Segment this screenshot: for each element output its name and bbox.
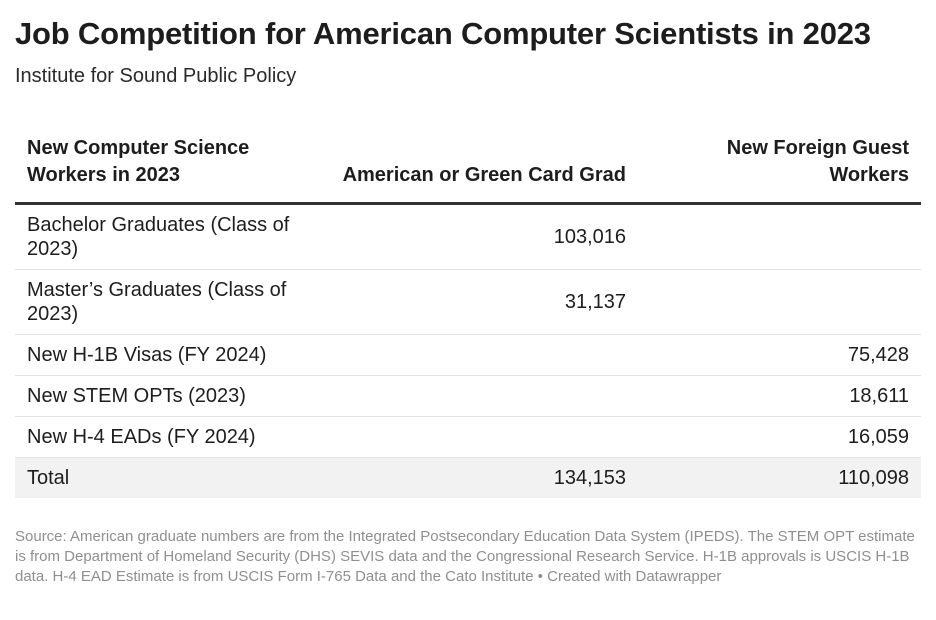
table-row: New H-4 EADs (FY 2024) 16,059 [15, 416, 921, 458]
column-header-american[interactable]: American or Green Card Grad [315, 135, 638, 205]
table-row: New H-1B Visas (FY 2024) 75,428 [15, 334, 921, 376]
foreign-value: 18,611 [638, 375, 921, 417]
row-label: Total [15, 457, 315, 498]
row-label: New STEM OPTs (2023) [15, 375, 315, 417]
row-label: Bachelor Graduates (Class of 2023) [15, 203, 315, 270]
foreign-value [638, 203, 921, 270]
american-value: 31,137 [315, 269, 638, 335]
foreign-value [638, 269, 921, 335]
chart-title: Job Competition for American Computer Sc… [15, 16, 871, 51]
row-label: New H-1B Visas (FY 2024) [15, 334, 315, 376]
foreign-value: 75,428 [638, 334, 921, 376]
row-label: New H-4 EADs (FY 2024) [15, 416, 315, 458]
american-value [315, 416, 638, 458]
total-row: Total 134,153 110,098 [15, 457, 921, 498]
chart-subtitle: Institute for Sound Public Policy [15, 65, 297, 87]
column-header-workers[interactable]: New Computer Science Workers in 2023 [15, 135, 315, 205]
foreign-value: 16,059 [638, 416, 921, 458]
table-row: Bachelor Graduates (Class of 2023) 103,0… [15, 203, 921, 270]
american-value [315, 375, 638, 417]
row-label: Master’s Graduates (Class of 2023) [15, 269, 315, 335]
table-row: Master’s Graduates (Class of 2023) 31,13… [15, 269, 921, 335]
american-value: 103,016 [315, 203, 638, 270]
american-value [315, 334, 638, 376]
column-header-foreign[interactable]: New Foreign Guest Workers [638, 135, 921, 205]
american-total: 134,153 [315, 457, 638, 498]
table-row: New STEM OPTs (2023) 18,611 [15, 375, 921, 417]
table-header-row: New Computer Science Workers in 2023 Ame… [15, 135, 921, 205]
foreign-total: 110,098 [638, 457, 921, 498]
datawrapper-table-chart: Job Competition for American Computer Sc… [15, 14, 921, 585]
data-table: New Computer Science Workers in 2023 Ame… [15, 135, 921, 498]
source-note: Source: American graduate numbers are fr… [15, 528, 915, 585]
